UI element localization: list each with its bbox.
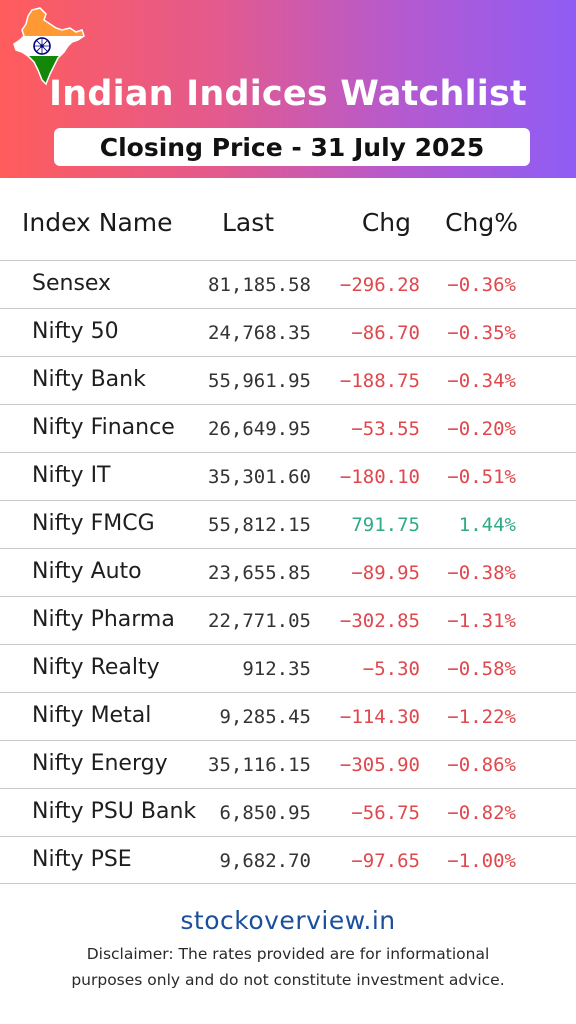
cell-change: −188.75 <box>339 370 420 392</box>
cell-index-name: Nifty Metal <box>32 703 152 728</box>
cell-change: −89.95 <box>351 562 420 584</box>
cell-index-name: Nifty FMCG <box>32 511 155 536</box>
cell-change-percent: −0.86% <box>447 754 516 776</box>
table-row: Nifty Auto 23,655.85 −89.95 −0.38% <box>0 548 576 596</box>
cell-last-price: 55,961.95 <box>208 370 311 392</box>
cell-change-percent: −1.22% <box>447 706 516 728</box>
cell-change: −296.28 <box>339 274 420 296</box>
table-row: Nifty 50 24,768.35 −86.70 −0.35% <box>0 308 576 356</box>
subtitle-box: Closing Price - 31 July 2025 <box>54 128 530 166</box>
cell-change-percent: −1.00% <box>447 850 516 872</box>
cell-index-name: Nifty Finance <box>32 415 175 440</box>
disclaimer-line-2: purposes only and do not constitute inve… <box>71 971 505 989</box>
cell-change-percent: −0.82% <box>447 802 516 824</box>
cell-change: −56.75 <box>351 802 420 824</box>
cell-change-percent: −0.38% <box>447 562 516 584</box>
table-row: Nifty FMCG 55,812.15 791.75 1.44% <box>0 500 576 548</box>
cell-change-percent: 1.44% <box>458 514 516 536</box>
cell-index-name: Nifty PSE <box>32 847 132 872</box>
cell-last-price: 22,771.05 <box>208 610 311 632</box>
page-subtitle: Closing Price - 31 July 2025 <box>99 132 485 162</box>
cell-change: −302.85 <box>339 610 420 632</box>
table-row: Nifty PSU Bank 6,850.95 −56.75 −0.82% <box>0 788 576 836</box>
cell-index-name: Nifty Energy <box>32 751 168 776</box>
cell-last-price: 9,285.45 <box>219 706 311 728</box>
cell-index-name: Sensex <box>32 271 112 296</box>
cell-change-percent: −1.31% <box>447 610 516 632</box>
table-row: Sensex 81,185.58 −296.28 −0.36% <box>0 260 576 308</box>
column-header-chg: Chg <box>361 208 411 237</box>
disclaimer: Disclaimer: The rates provided are for i… <box>40 941 536 993</box>
table-row: Nifty PSE 9,682.70 −97.65 −1.00% <box>0 836 576 884</box>
cell-change: −5.30 <box>362 658 420 680</box>
india-map-flag-icon <box>13 7 85 86</box>
cell-index-name: Nifty Pharma <box>32 607 175 632</box>
cell-change: −180.10 <box>339 466 420 488</box>
cell-index-name: Nifty PSU Bank <box>32 799 197 824</box>
column-header-index-name: Index Name <box>22 208 173 237</box>
cell-change-percent: −0.20% <box>447 418 516 440</box>
table-row: Nifty Energy 35,116.15 −305.90 −0.86% <box>0 740 576 788</box>
cell-index-name: Nifty Bank <box>32 367 146 392</box>
table-row: Nifty Pharma 22,771.05 −302.85 −1.31% <box>0 596 576 644</box>
cell-index-name: Nifty IT <box>32 463 111 488</box>
cell-change: −53.55 <box>351 418 420 440</box>
cell-change: −86.70 <box>351 322 420 344</box>
table-row: Nifty IT 35,301.60 −180.10 −0.51% <box>0 452 576 500</box>
cell-change: −97.65 <box>351 850 420 872</box>
cell-change: 791.75 <box>351 514 420 536</box>
cell-last-price: 6,850.95 <box>219 802 311 824</box>
disclaimer-line-1: Disclaimer: The rates provided are for i… <box>86 945 490 963</box>
cell-change-percent: −0.51% <box>447 466 516 488</box>
cell-change-percent: −0.34% <box>447 370 516 392</box>
cell-index-name: Nifty Realty <box>32 655 160 680</box>
column-header-chg-percent: Chg% <box>445 208 518 237</box>
table-row: Nifty Realty 912.35 −5.30 −0.58% <box>0 644 576 692</box>
indices-table: Index Name Last Chg Chg% Sensex 81,185.58… <box>0 196 576 884</box>
page-title: Indian Indices Watchlist <box>49 74 527 114</box>
cell-change-percent: −0.35% <box>447 322 516 344</box>
table-header: Index Name Last Chg Chg% <box>0 196 576 260</box>
cell-last-price: 35,301.60 <box>208 466 311 488</box>
site-link[interactable]: stockoverview.in <box>180 906 396 935</box>
cell-last-price: 55,812.15 <box>208 514 311 536</box>
cell-last-price: 912.35 <box>242 658 311 680</box>
table-row: Nifty Finance 26,649.95 −53.55 −0.20% <box>0 404 576 452</box>
cell-last-price: 9,682.70 <box>219 850 311 872</box>
cell-change-percent: −0.36% <box>447 274 516 296</box>
header-banner: Indian Indices Watchlist Closing Price -… <box>0 0 576 178</box>
cell-index-name: Nifty 50 <box>32 319 119 344</box>
cell-change: −305.90 <box>339 754 420 776</box>
cell-change-percent: −0.58% <box>447 658 516 680</box>
cell-change: −114.30 <box>339 706 420 728</box>
cell-last-price: 35,116.15 <box>208 754 311 776</box>
table-row: Nifty Bank 55,961.95 −188.75 −0.34% <box>0 356 576 404</box>
cell-last-price: 23,655.85 <box>208 562 311 584</box>
table-body: Sensex 81,185.58 −296.28 −0.36% Nifty 50 24,7… <box>0 260 576 884</box>
column-header-last: Last <box>222 208 275 237</box>
cell-last-price: 24,768.35 <box>208 322 311 344</box>
cell-last-price: 26,649.95 <box>208 418 311 440</box>
cell-index-name: Nifty Auto <box>32 559 142 584</box>
table-row: Nifty Metal 9,285.45 −114.30 −1.22% <box>0 692 576 740</box>
cell-last-price: 81,185.58 <box>208 274 311 296</box>
